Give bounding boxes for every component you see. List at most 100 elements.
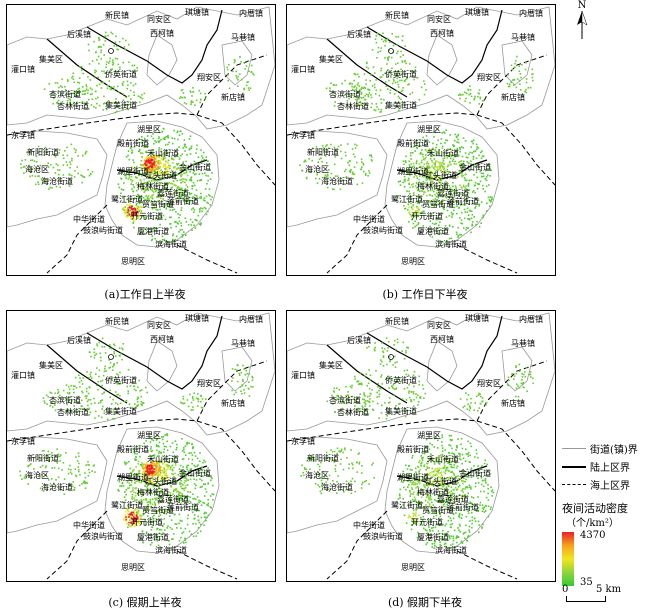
activity-point [344,151,347,154]
activity-point [192,91,194,93]
activity-point [89,87,92,89]
activity-point [107,100,110,102]
activity-point [456,483,458,486]
activity-point [480,172,483,175]
activity-point [152,465,154,467]
activity-point [479,97,482,100]
activity-point [318,158,321,161]
activity-point [394,381,397,384]
activity-point [484,190,486,193]
activity-point [169,492,172,494]
activity-points [299,32,534,244]
activity-point [164,203,166,206]
activity-point [415,487,417,489]
activity-point [395,405,397,407]
activity-point [190,176,193,178]
activity-point [251,375,253,378]
activity-point [185,184,188,186]
activity-point [116,48,118,51]
activity-point [39,164,42,167]
activity-point [150,466,153,469]
activity-point [193,197,196,199]
activity-point [140,189,143,191]
activity-point [180,182,182,184]
activity-point [245,84,248,87]
activity-point [359,100,362,103]
activity-point [232,377,234,379]
activity-point [80,65,83,68]
activity-point [181,178,184,180]
activity-point [138,470,140,472]
activity-point [179,192,181,195]
activity-point [432,131,435,133]
activity-point [404,464,407,467]
activity-point [132,213,134,216]
activity-point [151,467,154,469]
activity-point [178,158,181,160]
activity-point [162,475,164,477]
activity-point [158,445,160,448]
activity-point [153,207,156,209]
activity-points [300,337,534,549]
activity-point [101,345,104,348]
activity-point [108,60,111,62]
place-label-jimei: 集美区 [39,55,63,64]
activity-point [207,210,209,213]
activity-point [34,456,37,459]
activity-point [125,399,128,402]
activity-point [182,193,185,195]
activity-point [463,177,466,179]
place-label-dianqian: 殿前街道 [117,445,149,454]
activity-point [169,202,172,204]
activity-point [164,144,167,146]
activity-point [91,60,94,62]
activity-point [515,60,517,62]
activity-point [142,499,145,501]
activity-point [479,468,481,470]
activity-point [155,189,158,191]
activity-point [470,140,473,143]
activity-point [323,149,325,152]
activity-point [439,181,441,184]
activity-point [417,189,420,191]
activity-point [316,182,319,184]
activity-point [466,194,469,196]
place-label-jialian: 嘉莲街道 [157,495,189,504]
activity-point [417,531,419,534]
activity-point [531,76,534,79]
activity-point [207,175,209,177]
activity-point [447,495,450,497]
activity-point [203,206,206,209]
activity-point [80,399,83,402]
activity-point [427,510,430,512]
activity-point [27,464,30,467]
activity-point [414,522,417,524]
activity-point [176,235,178,238]
activity-point [427,450,429,452]
activity-point [437,459,439,462]
activity-point [441,436,444,438]
activity-point [452,535,454,538]
activity-point [112,408,115,411]
activity-point [457,527,459,529]
sea-boundary-northeast [196,54,268,116]
activity-point [142,513,145,516]
activity-point [454,185,457,187]
activity-point [462,93,464,96]
activity-point [161,157,163,159]
activity-point [520,76,522,79]
activity-point [190,101,193,104]
activity-point [128,158,131,161]
activity-point [118,347,121,349]
activity-point [421,183,423,186]
activity-point [474,165,476,168]
activity-point [130,207,133,209]
activity-point [457,138,459,141]
activity-point [469,210,471,212]
activity-point [173,173,175,176]
activity-point [125,211,127,214]
place-label-heshan: 禾山街道 [147,149,179,158]
activity-point [151,158,153,161]
activity-point [403,514,406,517]
activity-point [152,482,154,484]
